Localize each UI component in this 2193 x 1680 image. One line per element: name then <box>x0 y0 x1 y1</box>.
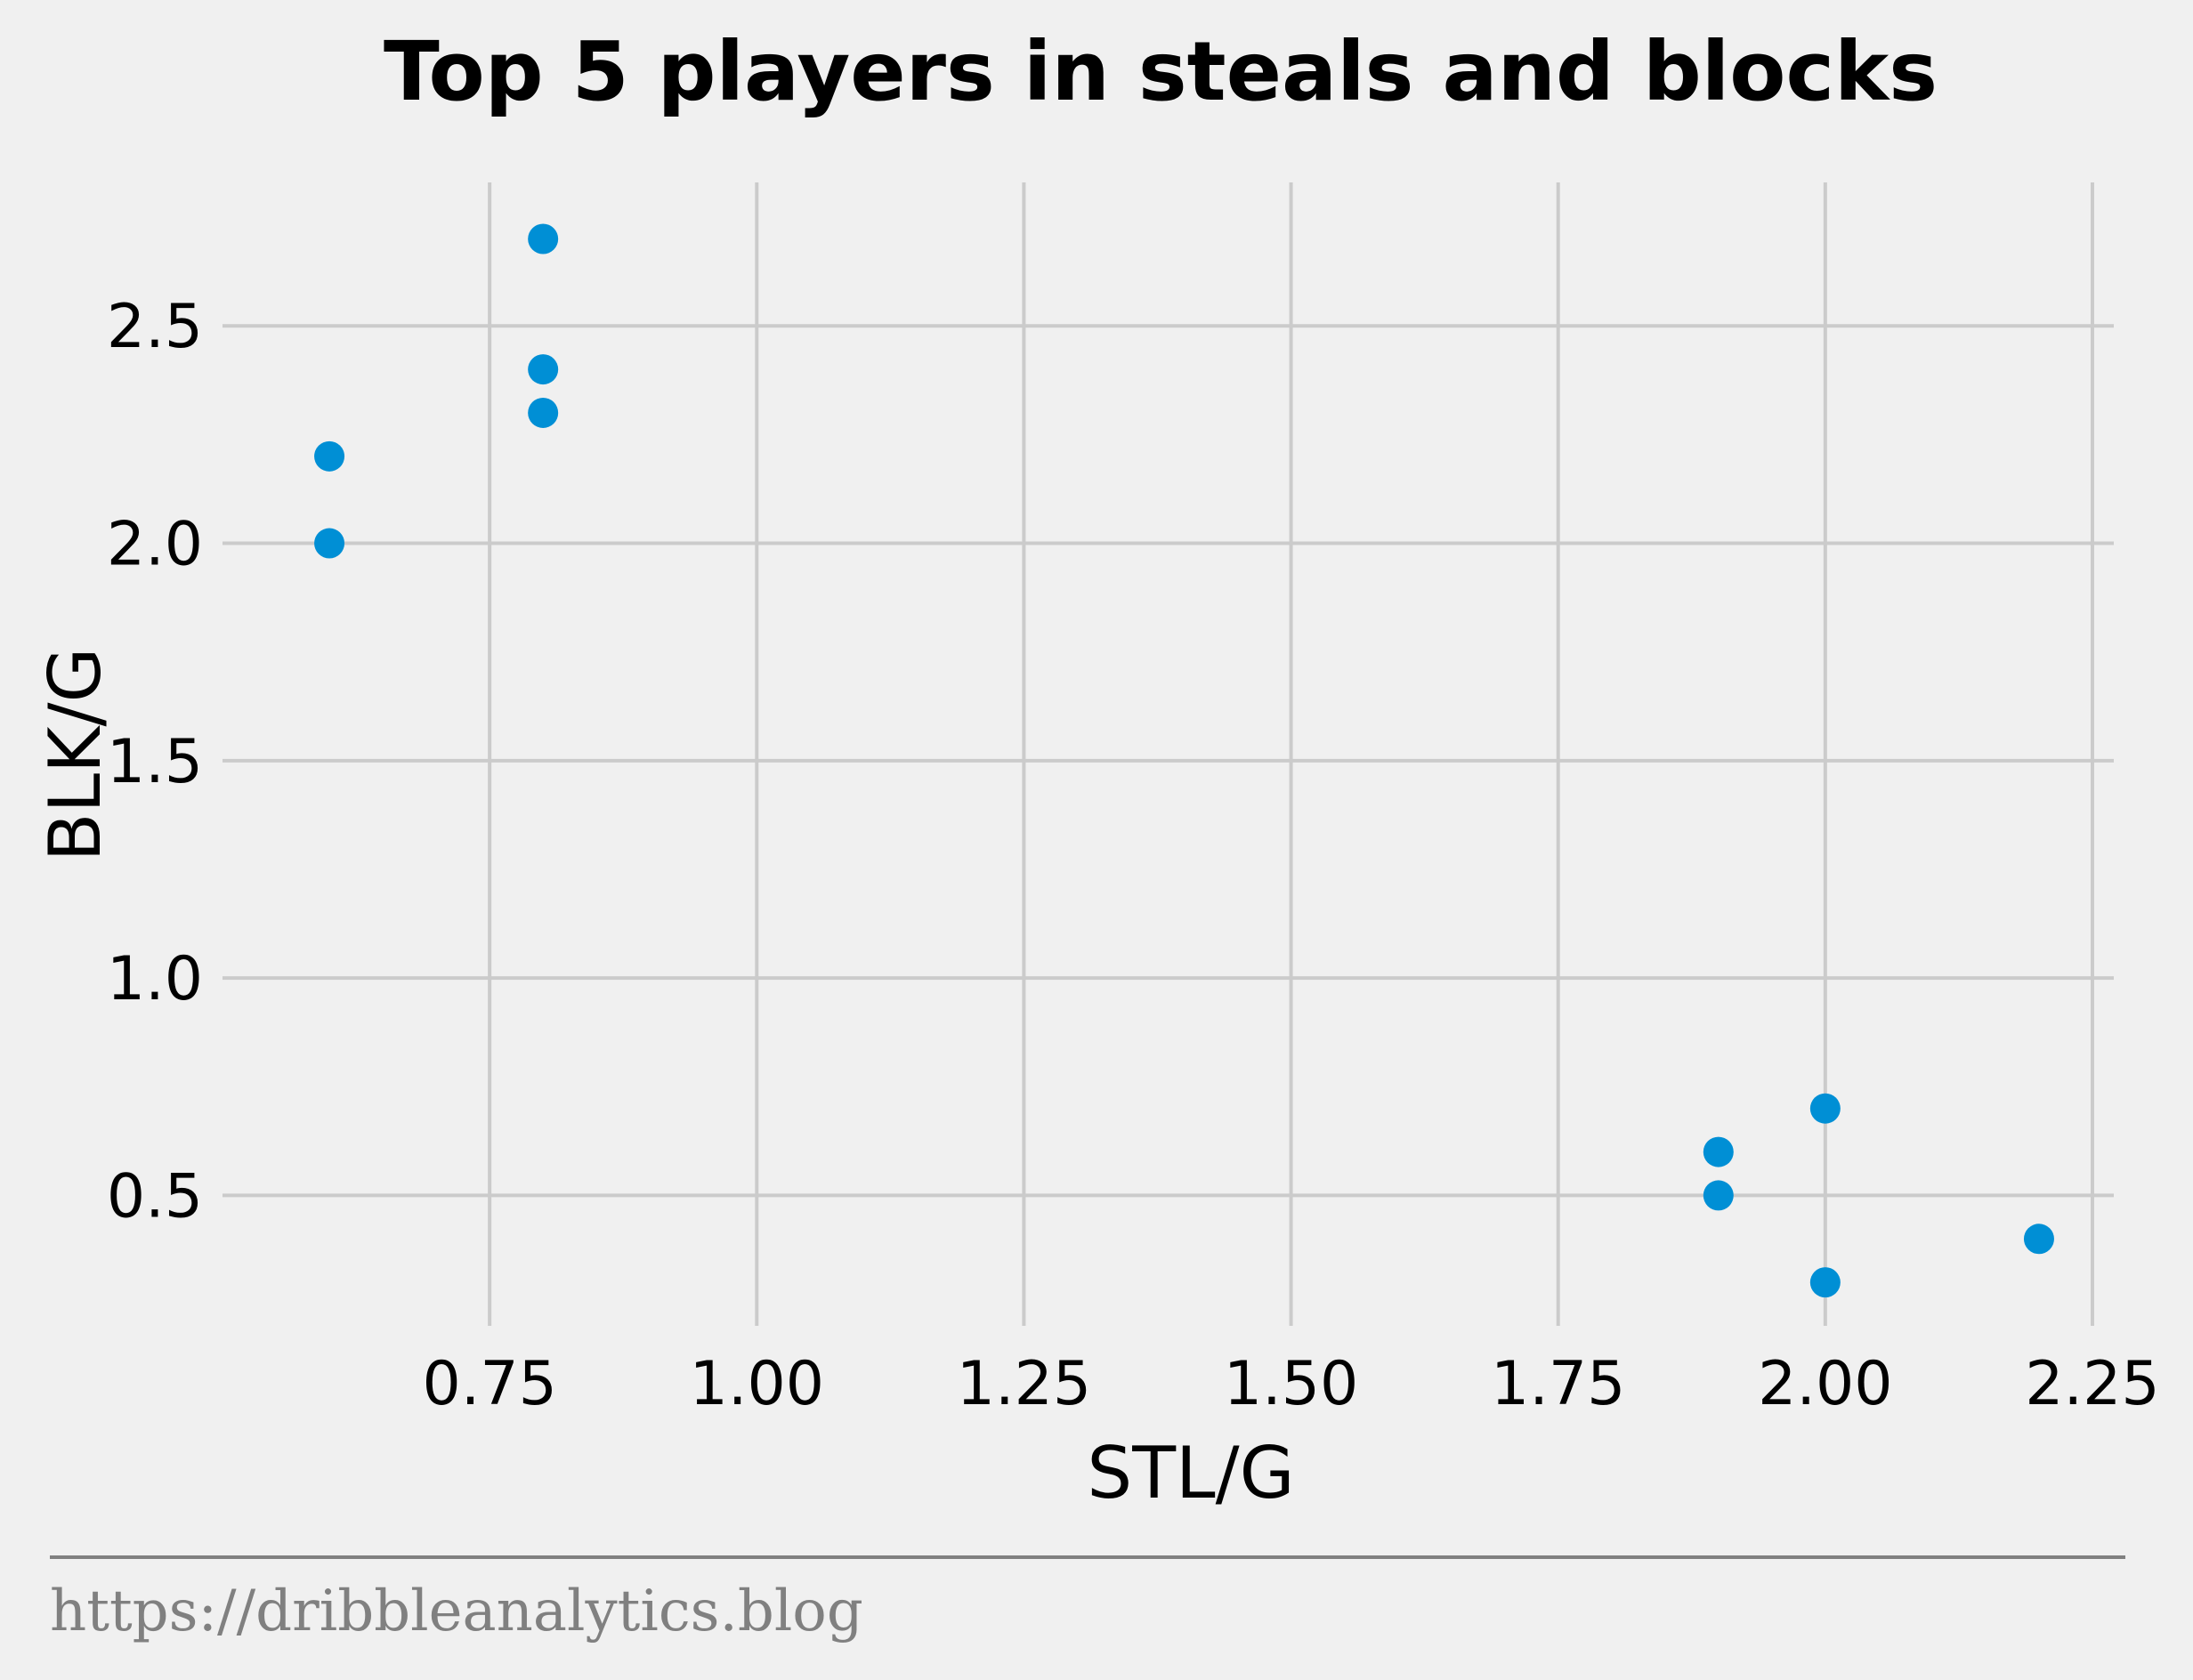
scatter-point <box>314 440 345 472</box>
grid <box>223 182 2114 1326</box>
scatter-point <box>1703 1136 1734 1167</box>
scatter-point <box>1703 1180 1734 1211</box>
tick-labels: 0.75 1.00 1.25 1.50 1.75 2.00 2.25 0.5 1.0 1.5 2.0… <box>107 292 2160 1419</box>
footer-url: https://dribbleanalytics.blog <box>50 1579 863 1644</box>
x-tick-label: 1.50 <box>1224 1349 1358 1419</box>
x-tick-label: 1.00 <box>690 1349 824 1419</box>
y-axis-label: BLK/G <box>34 648 117 862</box>
scatter-point <box>314 528 345 559</box>
scatter-point <box>1809 1093 1841 1124</box>
y-tick-label: 2.0 <box>107 510 203 580</box>
x-tick-label: 1.25 <box>957 1349 1091 1419</box>
scatter-point <box>528 354 559 385</box>
data-points <box>314 223 2054 1298</box>
y-tick-label: 1.0 <box>107 944 203 1014</box>
x-tick-label: 1.75 <box>1491 1349 1625 1419</box>
x-tick-label: 0.75 <box>422 1349 556 1419</box>
x-tick-label: 2.00 <box>1758 1349 1892 1419</box>
x-tick-label: 2.25 <box>2025 1349 2159 1419</box>
scatter-point <box>2023 1224 2054 1255</box>
chart-title: Top 5 players in steals and blocks <box>384 24 1938 119</box>
x-axis-label: STL/G <box>1087 1432 1294 1514</box>
scatter-point <box>528 397 559 428</box>
y-tick-label: 0.5 <box>107 1161 203 1232</box>
scatter-point <box>1809 1267 1841 1298</box>
y-tick-label: 2.5 <box>107 292 203 362</box>
y-tick-label: 1.5 <box>107 727 203 797</box>
scatter-point <box>528 223 559 254</box>
